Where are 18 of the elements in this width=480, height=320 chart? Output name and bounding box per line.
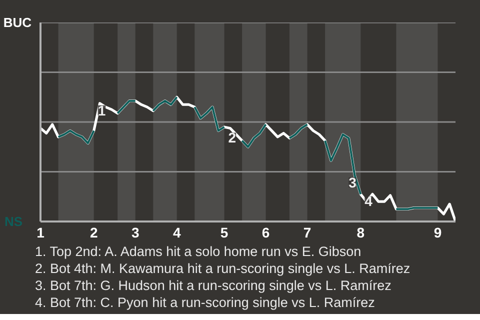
x-tick-label: 3 (131, 224, 140, 240)
x-tick-label: 2 (90, 224, 98, 240)
text: 1. Top 2nd: A. Adams hit a solo home run vs E. Gibson (35, 244, 362, 259)
annotation: 3 (348, 174, 357, 190)
annotation: 1 (98, 102, 106, 118)
x-tick-label: 4 (172, 224, 181, 240)
annotation: 2 (228, 130, 236, 146)
x-tick-label: 9 (434, 224, 442, 240)
text: 4. Bot 7th: C. Pyon hit a run-scoring single vs L. Ramírez (35, 295, 375, 310)
text: BUC (3, 15, 32, 30)
text: 3. Bot 7th: G. Hudson hit a run-scoring single vs L. Ramírez (35, 278, 392, 293)
x-tick-label: 5 (220, 224, 228, 240)
x-tick-label: 8 (356, 224, 365, 240)
x-tick-label: 6 (262, 224, 270, 240)
annotation: 4 (364, 193, 373, 210)
x-tick-label: 7 (303, 224, 312, 240)
text: 2. Bot 4th: M. Kawamura hit a run-scoring single vs L. Ramírez (35, 261, 410, 276)
x-tick-label: 1 (36, 224, 45, 240)
